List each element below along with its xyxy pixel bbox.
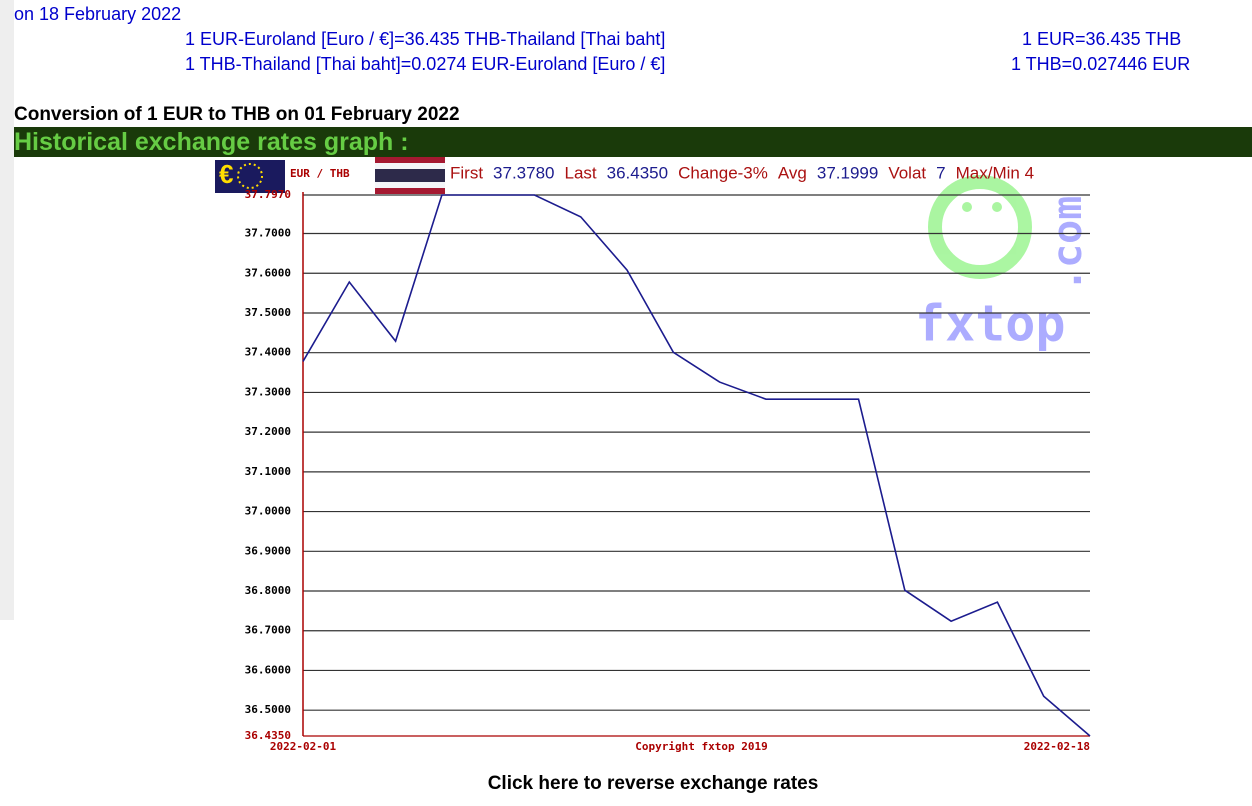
conversion-title: Conversion of 1 EUR to THB on 01 Februar…	[14, 104, 460, 125]
stat-label: Volat	[888, 163, 926, 182]
rate-short: 1 EUR=36.435 THB	[1022, 29, 1182, 49]
y-tick-label: 37.7000	[245, 227, 291, 240]
eu-flag	[215, 160, 285, 193]
thai-flag	[375, 157, 445, 194]
euro-sign: €	[219, 159, 233, 189]
line	[302, 194, 1091, 737]
watermark-text: .com	[1045, 196, 1091, 292]
eu-stars	[237, 163, 263, 189]
stats: First 37.3780 Last 36.4350 Change-3% Avg 37.19…	[450, 163, 1034, 182]
x-tick-label: 2022-02-18	[1024, 740, 1090, 753]
y-tick-label: 37.1000	[245, 465, 291, 478]
x-tick-label: 2022-02-01	[270, 740, 337, 753]
section-banner	[14, 127, 1252, 157]
stat-value: 37.3780	[493, 163, 554, 182]
rate-full: 1 EUR-Euroland [Euro / €]=36.435 THB-Tha…	[185, 29, 666, 49]
stat-value: 37.1999	[817, 163, 878, 182]
y-tick-label: 36.8000	[245, 584, 291, 597]
pair-label: EUR / THB	[290, 167, 350, 180]
y-tick-label: 37.5000	[245, 306, 291, 319]
date-line: on 18 February 2022	[14, 4, 182, 24]
y-tick-label: 37.3000	[245, 385, 291, 398]
copyright: Copyright fxtop 2019	[635, 740, 767, 753]
stat-value: 7	[936, 163, 945, 182]
stat-label: Max/Min 4	[956, 163, 1034, 182]
y-tick-label: 37.2000	[245, 425, 291, 438]
stat-label: First	[450, 163, 483, 182]
y-tick-label: 36.5000	[245, 703, 291, 716]
stat-label: Last	[565, 163, 597, 182]
y-tick-label: 36.6000	[245, 663, 291, 676]
stat-label: Avg	[778, 163, 807, 182]
y-tick-label: 37.4000	[245, 346, 291, 359]
stat-value: 36.4350	[607, 163, 668, 182]
watermark	[928, 175, 1032, 279]
y-tick-label: 37.7970	[245, 188, 291, 201]
y-tick-label: 36.4350	[245, 729, 291, 742]
section-title: Historical exchange rates graph :	[14, 128, 409, 156]
watermark-text: fxtop	[915, 295, 1066, 353]
rate-full: 1 THB-Thailand [Thai baht]=0.0274 EUR-Eu…	[185, 54, 666, 74]
chart: € fxtop .com EUR / THB First 37.3780 Last 36…	[215, 157, 1091, 753]
stat-label: Change-3%	[678, 163, 768, 182]
y-tick-label: 36.7000	[245, 624, 291, 637]
y-tick-label: 37.6000	[245, 266, 291, 279]
reverse-link[interactable]: Click here to reverse exchange rates	[487, 773, 819, 794]
left-strip	[0, 0, 14, 620]
rate-short: 1 THB=0.027446 EUR	[1011, 54, 1191, 74]
y-tick-label: 36.9000	[245, 544, 291, 557]
y-tick-label: 37.0000	[245, 505, 291, 518]
